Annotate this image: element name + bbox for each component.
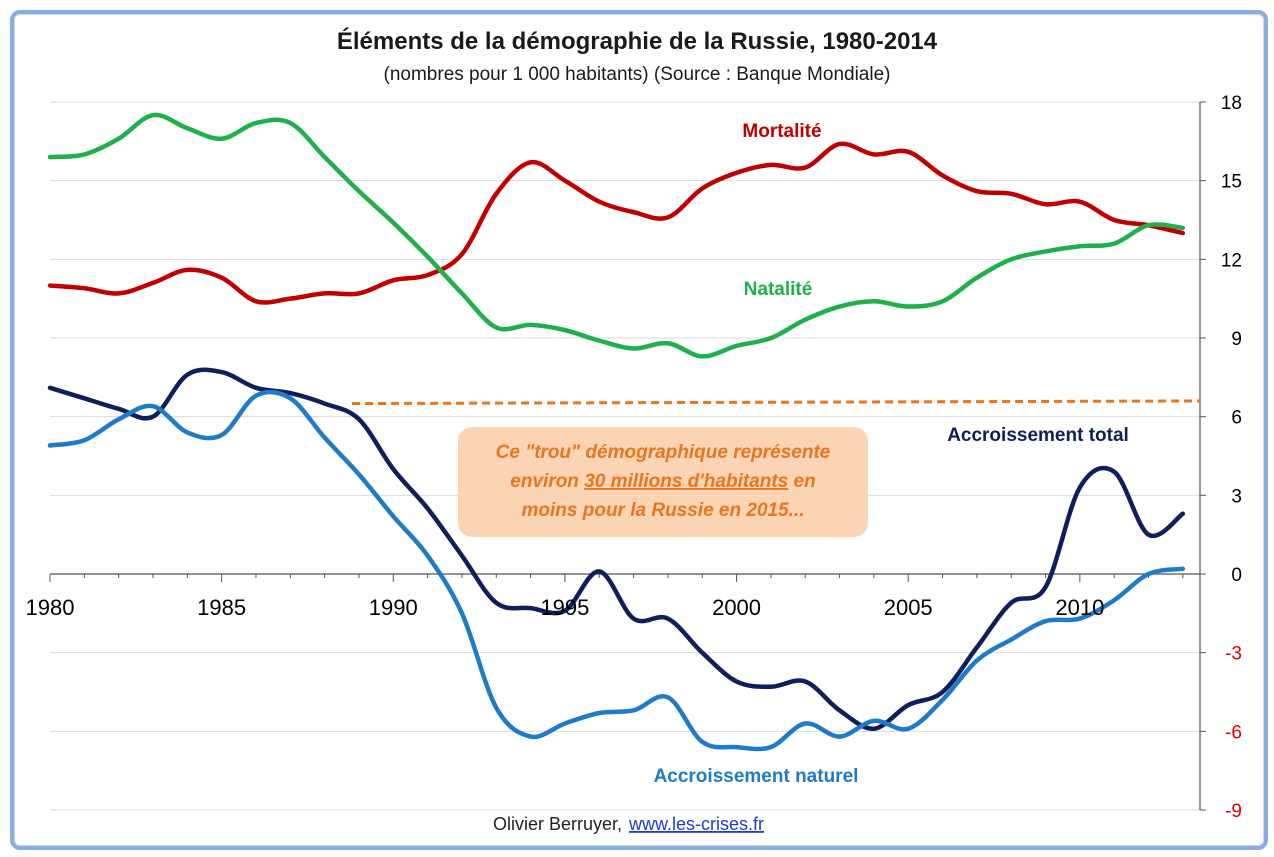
axes: [49, 101, 1206, 811]
y-tick-label-5: 3: [1231, 486, 1242, 507]
annotation-line-2: environ 30 millions d'habitants en: [510, 471, 815, 492]
series-lines: [47, 112, 1186, 752]
chart-title: Éléments de la démographie de la Russie,…: [337, 27, 938, 55]
series-label-accroissement-total: Accroissement total: [947, 425, 1129, 446]
y-tick-label-0: 18: [1221, 93, 1242, 114]
x-tick-label-4: 2000: [712, 595, 761, 620]
x-tick-label-0: 1980: [26, 595, 75, 620]
y-tick-label-6: 0: [1231, 565, 1242, 586]
credit-link[interactable]: www.les-crises.fr: [628, 814, 764, 834]
x-tick-label-1: 1985: [197, 595, 246, 620]
annotation-box: Ce "trou" démographique représente envir…: [458, 427, 868, 537]
y-tick-label-3: 9: [1231, 329, 1242, 350]
y-tick-label-9: -9: [1225, 801, 1242, 822]
reference-dashed-line: [352, 399, 1201, 406]
annotation-line-3: moins pour la Russie en 2015...: [522, 500, 805, 521]
series-line-0: [47, 141, 1186, 305]
y-tick-label-7: -3: [1225, 644, 1242, 665]
y-tick-label-4: 6: [1231, 408, 1242, 429]
y-tick-label-2: 12: [1221, 250, 1242, 271]
reference-line-group: [352, 399, 1201, 406]
credit-author: Olivier Berruyer,: [493, 814, 622, 834]
annotation-background: [458, 427, 868, 537]
series-label-mortalite: Mortalité: [742, 121, 821, 142]
series-label-natalite: Natalité: [744, 279, 813, 300]
series-line-1: [47, 112, 1186, 359]
chart-subtitle: (nombres pour 1 000 habitants) (Source :…: [384, 64, 891, 85]
series-line-3: [47, 389, 1186, 752]
series-label-accroissement-naturel: Accroissement naturel: [654, 766, 859, 787]
annotation-line-2-after: en: [788, 471, 815, 492]
annotation-line-2-underlined: 30 millions d'habitants: [584, 471, 788, 492]
x-tick-label-5: 2005: [884, 595, 933, 620]
annotation-line-1: Ce "trou" démographique représente: [496, 442, 831, 463]
x-tick-label-2: 1990: [369, 595, 418, 620]
y-tick-label-8: -6: [1225, 722, 1242, 743]
series-line-2: [47, 367, 1186, 731]
x-tick-label-6: 2010: [1055, 595, 1104, 620]
x-tick-label-3: 1995: [540, 595, 589, 620]
y-tick-label-1: 15: [1221, 172, 1242, 193]
annotation-line-2-before: environ: [510, 471, 584, 492]
tick-labels: 18 15 12 9 6 3 0 -3 -6 -9 1980 1985 1990 1995 2000 2005…: [26, 93, 1242, 822]
